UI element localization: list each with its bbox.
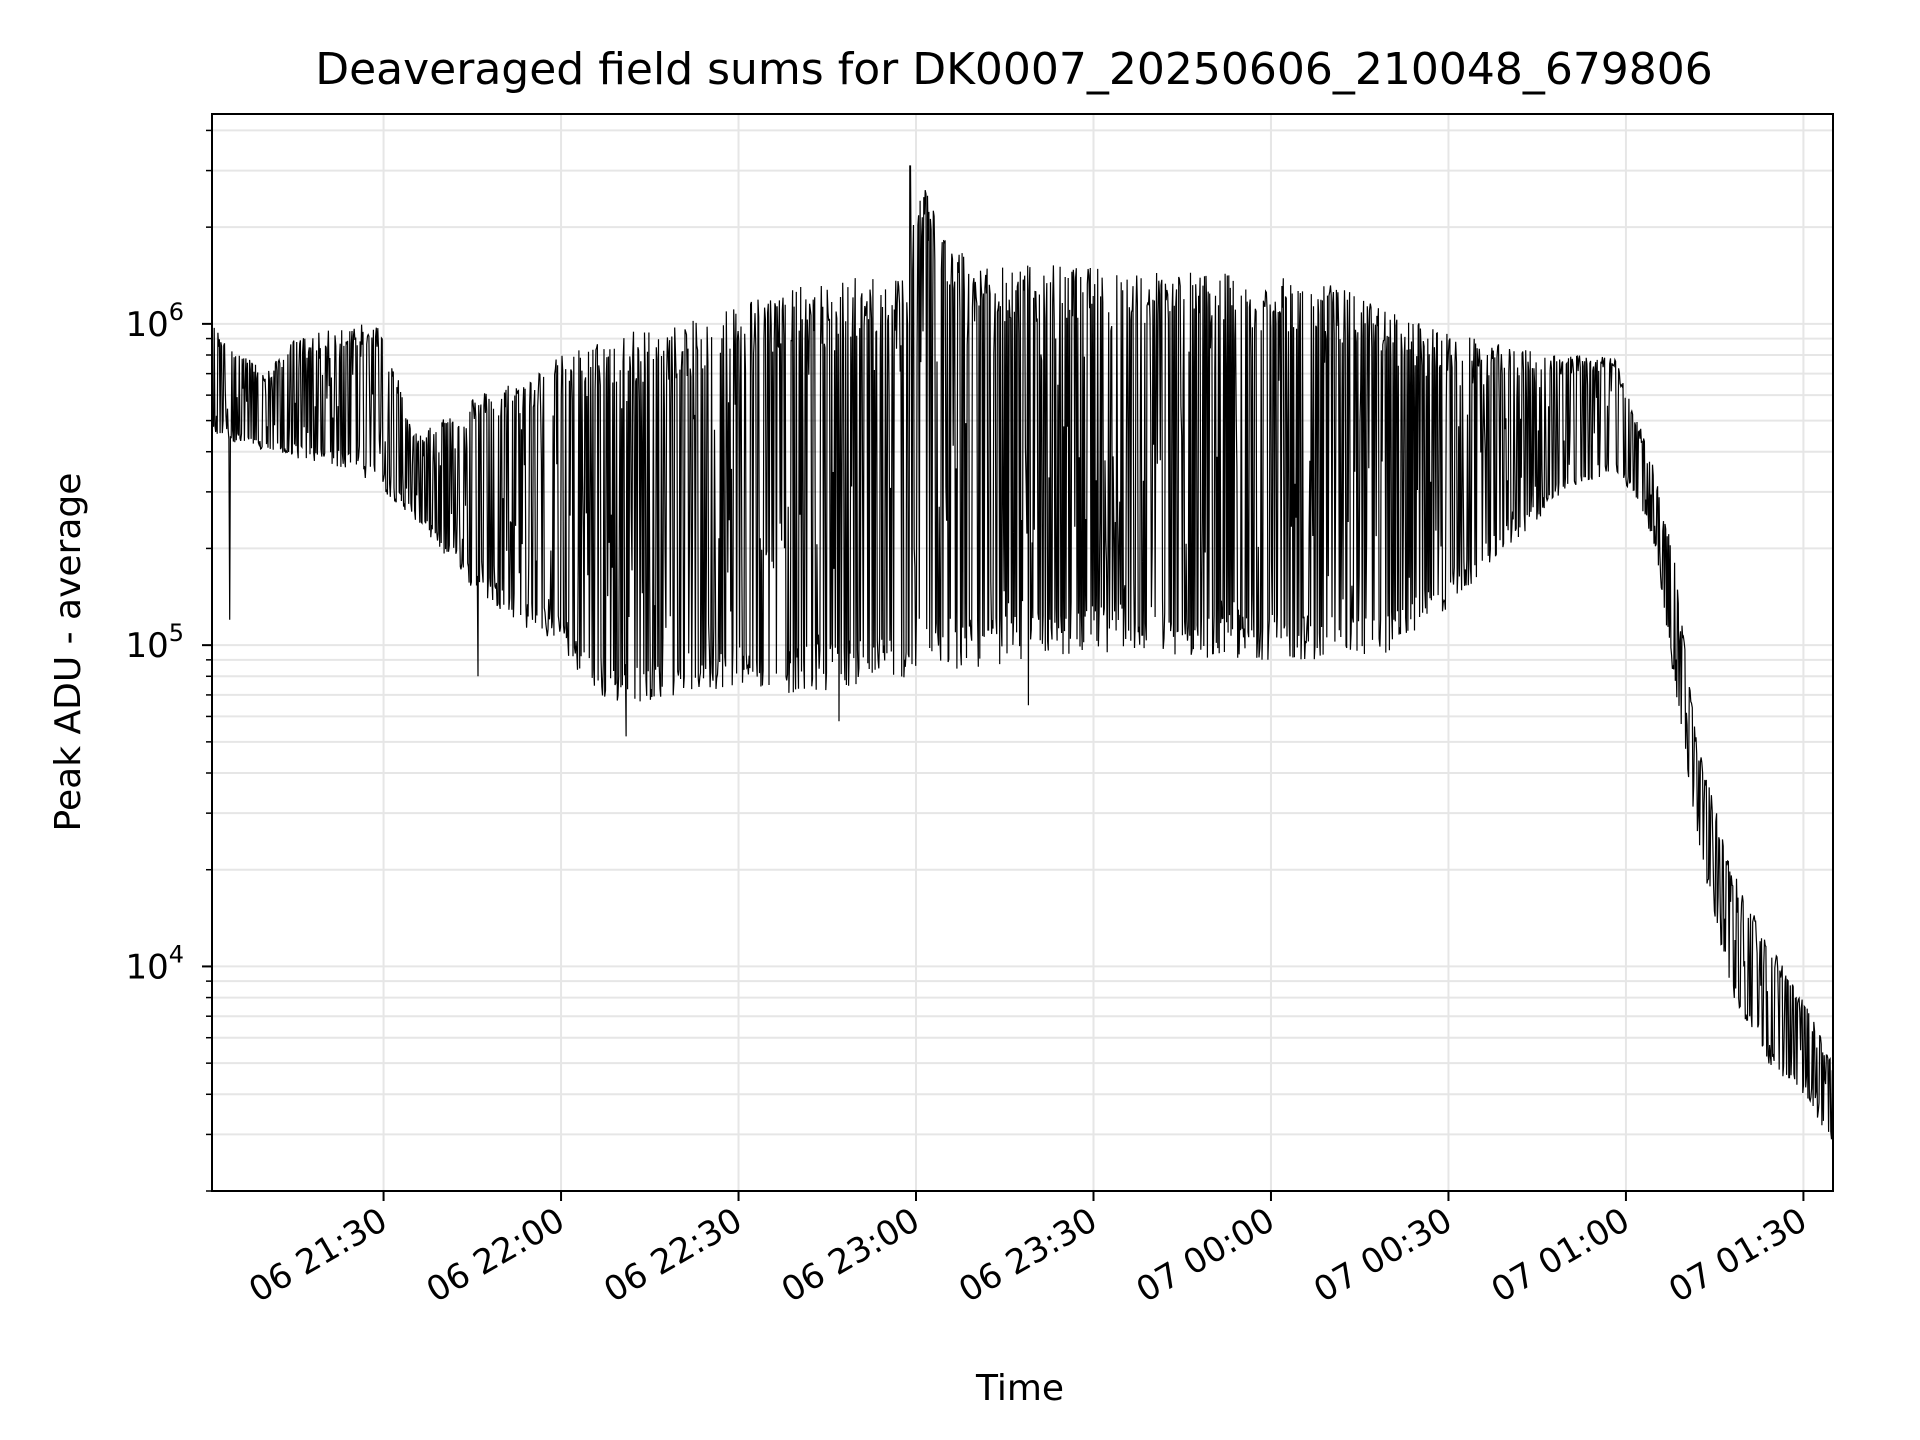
series-line <box>212 165 1833 1150</box>
y-axis-label: Peak ADU - average <box>48 473 89 832</box>
grid <box>212 114 1833 1192</box>
y-tick-label: 104 <box>125 940 184 987</box>
series-layer <box>212 165 1833 1150</box>
x-axis-label: Time <box>975 1368 1064 1409</box>
chart-title: Deaveraged field sums for DK0007_2025060… <box>315 44 1713 95</box>
y-axis: 104 105 106 <box>125 129 212 1192</box>
y-tick-label: 106 <box>125 298 184 345</box>
plot-frame <box>211 113 1834 1192</box>
y-tick-label: 105 <box>125 619 184 666</box>
